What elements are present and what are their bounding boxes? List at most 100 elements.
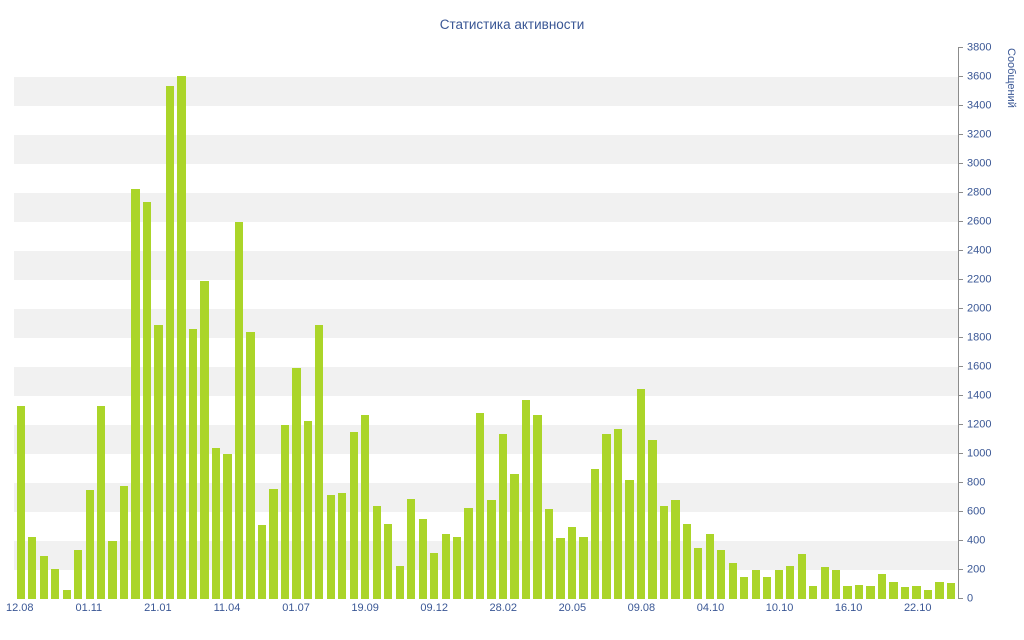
bar: [740, 577, 749, 599]
bar: [464, 507, 473, 599]
x-axis-tick-label: 09.12: [420, 602, 448, 614]
bar: [521, 400, 531, 599]
bar: [487, 500, 496, 599]
y-axis-tick-label: 400: [967, 534, 986, 547]
y-axis-tick-label: 1000: [967, 447, 992, 460]
y-axis-tick-label: 2000: [967, 302, 992, 315]
bar: [498, 433, 508, 599]
x-axis-tick-label: 16.10: [834, 602, 863, 614]
bar: [602, 433, 611, 599]
bar: [728, 562, 737, 599]
y-axis-tick-label: 2400: [967, 244, 992, 257]
y-axis-tick-label: 3200: [967, 128, 992, 141]
bar: [717, 549, 726, 599]
bars: [14, 48, 958, 599]
bar: [280, 425, 290, 599]
bar: [659, 506, 669, 599]
bar: [820, 567, 829, 599]
bar: [556, 538, 565, 599]
y-axis-tick-label: 200: [967, 563, 986, 576]
y-axis-tick-label: 2800: [967, 186, 992, 199]
bar: [900, 587, 910, 599]
y-axis-tick-label: 3600: [967, 70, 992, 83]
y-axis-tick-label: 2600: [967, 215, 992, 228]
bar: [154, 324, 163, 599]
bar: [923, 590, 933, 599]
bar: [108, 541, 117, 599]
bar: [349, 432, 358, 599]
bar: [694, 548, 703, 599]
y-axis-tick: [958, 511, 963, 512]
x-axis-tick-label: 04.10: [696, 602, 725, 614]
x-axis-tick-label: 12.08: [5, 602, 34, 614]
y-axis-tick: [958, 366, 963, 367]
bar: [62, 590, 71, 599]
y-axis-tick: [958, 569, 963, 570]
bar: [418, 519, 427, 599]
y-axis-tick: [958, 250, 963, 251]
y-axis-tick-label: 1400: [967, 389, 992, 402]
bar: [877, 574, 887, 599]
x-axis-tick-label: 21.01: [144, 602, 172, 614]
bar: [407, 498, 416, 599]
x-axis-tick-label: 09.08: [627, 602, 656, 614]
bar: [165, 85, 175, 599]
bar: [131, 188, 140, 599]
bar: [96, 406, 106, 599]
y-axis-tick-label: 800: [967, 476, 986, 489]
y-axis-tick: [958, 424, 963, 425]
bar: [16, 406, 25, 599]
bar: [843, 585, 852, 599]
bar: [648, 439, 657, 599]
bar: [625, 480, 634, 599]
bar: [567, 526, 577, 599]
y-axis-tick: [958, 163, 963, 165]
y-axis-tick: [958, 337, 963, 338]
x-axis-tick-label: 20.05: [558, 602, 587, 614]
bar: [200, 281, 209, 599]
bar: [786, 565, 795, 599]
bar: [51, 568, 60, 599]
x-axis-tick-label: 22.10: [903, 602, 932, 614]
bar: [315, 324, 324, 599]
bar: [682, 523, 691, 599]
bar: [395, 565, 404, 599]
x-axis-tick-label: 01.11: [75, 602, 103, 614]
y-axis-tick-label: 0: [967, 592, 974, 605]
bar: [544, 509, 554, 599]
y-axis-tick: [958, 598, 963, 599]
x-axis-tick-label: 11.04: [213, 602, 241, 614]
x-axis: 12.08 01.11 21.01 11.04 01.07 19.09 09.12 28.02…: [6, 602, 958, 618]
bar: [533, 414, 542, 599]
bar: [636, 388, 646, 599]
y-axis-tick: [958, 105, 963, 106]
chart-title: Статистика активности: [439, 17, 585, 32]
bar: [257, 525, 267, 599]
bar: [441, 533, 450, 599]
bar: [142, 201, 152, 599]
plot-area: [14, 48, 959, 599]
y-axis-tick: [958, 76, 963, 77]
bar: [579, 536, 588, 599]
y-axis-tick: [958, 308, 963, 309]
bar: [866, 585, 875, 599]
y-axis-tick-label: 2200: [967, 273, 992, 286]
bar: [372, 506, 381, 599]
bar: [39, 555, 48, 599]
bar: [269, 488, 278, 599]
bar: [510, 474, 519, 599]
bar: [590, 468, 600, 599]
bar: [384, 523, 393, 599]
y-axis-tick: [958, 453, 963, 454]
bar: [475, 413, 485, 599]
bar: [797, 554, 806, 599]
y-axis-tick: [958, 540, 963, 541]
x-axis-tick-label: 01.07: [282, 602, 310, 614]
bar: [763, 577, 772, 599]
y-axis-tick: [958, 395, 963, 396]
bar: [303, 420, 312, 599]
bar: [234, 222, 244, 599]
bar: [28, 536, 37, 599]
bar: [889, 581, 898, 599]
